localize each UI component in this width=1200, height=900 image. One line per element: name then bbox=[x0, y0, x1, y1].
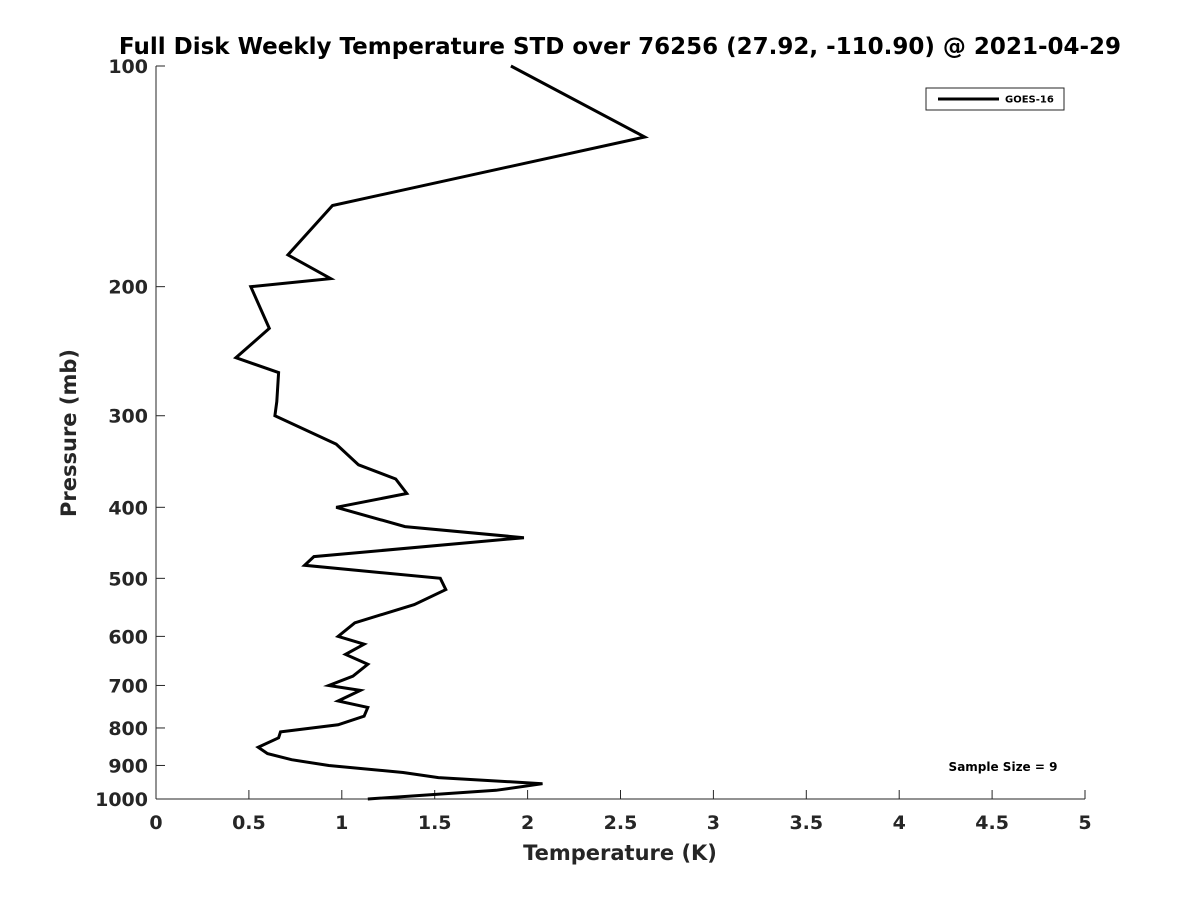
series-line-goes-16 bbox=[232, 64, 650, 801]
y-tick-label: 900 bbox=[108, 755, 148, 777]
y-tick-label: 600 bbox=[108, 626, 148, 648]
x-tick-label: 3.5 bbox=[789, 812, 823, 834]
x-tick-label: 4 bbox=[893, 812, 906, 834]
y-tick-label: 100 bbox=[108, 56, 148, 78]
axes bbox=[155, 66, 1085, 800]
y-tick-label: 300 bbox=[108, 406, 148, 428]
y-tick-label: 500 bbox=[108, 568, 148, 590]
x-tick-label: 3 bbox=[707, 812, 720, 834]
x-tick-label: 2 bbox=[521, 812, 534, 834]
chart-title: Full Disk Weekly Temperature STD over 76… bbox=[119, 34, 1121, 60]
y-axis-label: Pressure (mb) bbox=[57, 349, 81, 517]
x-tick-label: 1.5 bbox=[418, 812, 452, 834]
y-tick-label: 400 bbox=[108, 497, 148, 519]
x-ticks: 0 0.5 1 1.5 2 2.5 3 3.5 4 4.5 5 bbox=[149, 790, 1092, 834]
series-group bbox=[232, 64, 650, 801]
x-tick-label: 5 bbox=[1078, 812, 1091, 834]
y-ticks: 100 200 300 400 500 600 700 800 900 1000 bbox=[95, 56, 165, 811]
x-tick-label: 1 bbox=[335, 812, 348, 834]
y-tick-label: 200 bbox=[108, 277, 148, 299]
x-tick-label: 0 bbox=[149, 812, 162, 834]
x-axis-label: Temperature (K) bbox=[523, 841, 717, 865]
x-tick-label: 4.5 bbox=[975, 812, 1009, 834]
sample-size-annotation: Sample Size = 9 bbox=[949, 760, 1058, 774]
x-tick-label: 2.5 bbox=[604, 812, 638, 834]
legend: GOES-16 bbox=[925, 87, 1065, 111]
legend-entry-goes-16: GOES-16 bbox=[1005, 95, 1054, 106]
y-tick-label: 800 bbox=[108, 718, 148, 740]
y-tick-label: 700 bbox=[108, 675, 148, 697]
x-tick-label: 0.5 bbox=[232, 812, 266, 834]
y-tick-label: 1000 bbox=[95, 789, 148, 811]
